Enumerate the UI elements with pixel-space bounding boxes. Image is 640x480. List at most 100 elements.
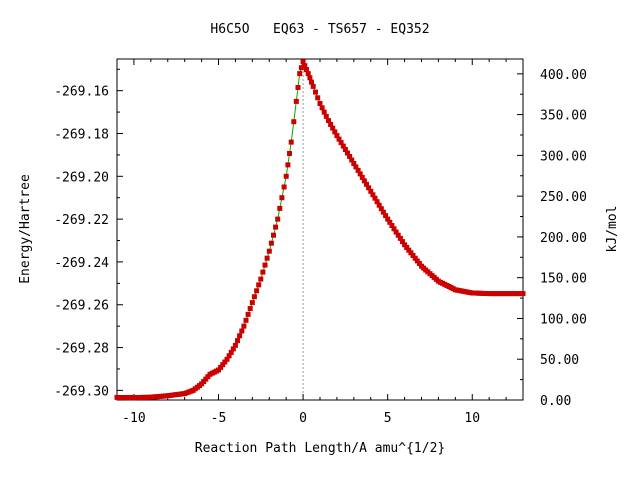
data-point [241,323,247,329]
energy-curve [116,60,523,399]
y-tick-label: -269.24 [54,256,109,271]
data-point [326,118,331,124]
data-point [364,181,369,187]
data-point [310,83,316,89]
data-point [408,250,414,256]
data-point [357,171,363,177]
data-point [226,353,232,359]
data-point [302,63,308,69]
data-point [300,59,306,65]
data-point [291,119,297,125]
data-point [366,185,372,191]
data-point [368,188,374,194]
data-point [351,161,357,166]
data-point [416,261,422,266]
data-point [330,125,336,131]
data-point [328,121,334,127]
data-point [412,255,418,261]
y-tick-label: -269.16 [54,85,109,100]
data-point [243,317,249,323]
data-point [397,235,403,241]
tick-labels: -10 -5 0 5 10 -269.16 -269.18 -269.20 -269.22 -26… [54,68,587,426]
data-point [271,232,276,238]
y2-tick-label: 350.00 [540,109,587,124]
data-point [216,367,221,373]
data-point [520,291,526,297]
data-point [249,300,255,306]
data-point [232,342,238,348]
y-tick-label: -269.20 [54,170,109,185]
data-point [414,258,420,264]
data-point [266,248,272,254]
y2-tick-label: 200.00 [540,231,587,246]
data-point [332,129,338,135]
data-point [370,192,376,198]
data-point [321,109,327,115]
y2-tick-label: 150.00 [540,272,587,287]
data-point [258,276,264,282]
data-point [334,133,340,139]
data-point [237,333,243,339]
x-tick-label: 5 [384,411,392,426]
data-point [355,167,361,173]
x-tick-label: -5 [211,411,227,426]
x-axis-label: Reaction Path Length/A amu^{1/2} [195,441,445,456]
data-point [228,349,234,355]
data-point [353,164,359,170]
data-point [345,150,350,156]
data-point [230,346,236,352]
y2-tick-label: 250.00 [540,190,587,205]
y-tick-label: -269.30 [54,384,109,399]
x-tick-label: 0 [299,411,307,426]
data-point [287,151,292,156]
data-point [380,209,386,215]
data-point [295,85,301,90]
data-point [338,140,344,146]
y2-tick-label: 400.00 [540,68,587,83]
data-point [383,213,389,219]
data-point [260,269,266,275]
data-point [293,98,299,104]
data-points [114,59,526,401]
data-point [349,157,355,163]
data-point [378,206,384,212]
data-point [347,154,353,159]
data-point [305,71,311,77]
data-point [279,195,285,201]
data-point [323,113,329,119]
data-point [361,178,367,184]
data-point [304,67,309,73]
data-point [389,223,395,228]
data-point [317,101,323,106]
data-point [297,71,303,77]
data-point [222,359,228,365]
data-point [256,282,262,288]
x-tick-label: 10 [464,411,480,426]
data-point [393,229,399,235]
series-line [116,60,523,399]
data-point [376,202,382,208]
y2-tick-label: 100.00 [540,312,587,327]
y2-axis-label: kJ/mol [605,206,620,253]
data-point [400,239,405,245]
y2-tick-label: 50.00 [540,353,579,368]
data-point [239,328,245,334]
data-point [273,224,279,230]
data-point [309,79,314,85]
data-point [410,253,416,258]
data-point [283,173,289,179]
data-point [268,240,274,246]
chart-title: H6C5O EQ63 - TS657 - EQ352 [210,22,429,37]
data-point [298,65,304,71]
data-point [391,226,397,232]
data-point [374,199,380,205]
y2-tick-label: 300.00 [540,149,587,164]
x-tick-label: -10 [122,411,145,426]
data-point [218,364,224,370]
data-point [359,174,365,180]
data-point [262,262,268,268]
y2-tick-label: 0.00 [540,394,571,409]
data-point [277,205,283,211]
data-point [247,306,253,311]
